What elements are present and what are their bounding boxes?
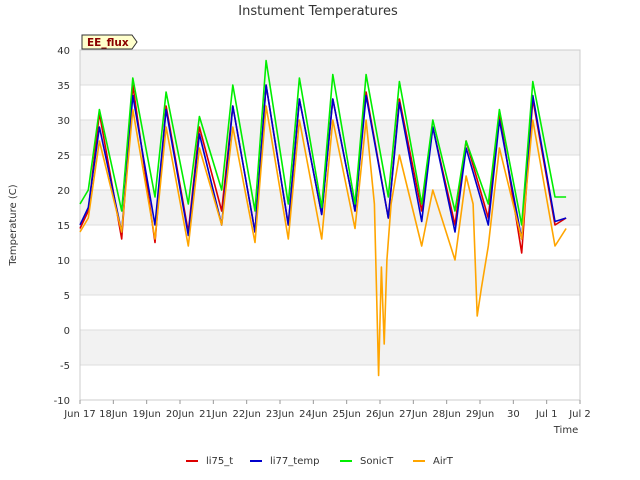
legend-label-li75-t: li75_t	[206, 456, 233, 467]
y-tick-label: 5	[64, 291, 70, 302]
legend-label-sonict: SonicT	[360, 456, 394, 467]
series-line-sonict	[79, 59, 567, 226]
x-tick-label: 18Jun	[99, 409, 127, 420]
x-axis-label: Time	[553, 425, 578, 436]
y-tick-label: 25	[57, 151, 70, 162]
y-tick-label: 30	[57, 116, 70, 127]
y-axis-label: Temperature (C)	[8, 184, 19, 266]
series-lines	[79, 59, 567, 377]
background-bands	[80, 50, 580, 365]
x-tick-label: 20Jun	[166, 409, 194, 420]
ee-flux-badge-label: EE_flux	[87, 37, 129, 49]
background-band	[80, 190, 580, 225]
legend-label-li77-temp: li77_temp	[270, 456, 319, 467]
x-tick-label: 28Jun	[432, 409, 460, 420]
x-tick-label: 29Jun	[466, 409, 494, 420]
background-band	[80, 50, 580, 85]
x-tick-label: 27Jun	[399, 409, 427, 420]
y-tick-label: 10	[57, 256, 70, 267]
x-tick-label: 23Jun	[266, 409, 294, 420]
x-tick-labels: Jun 17 18Jun 19Jun 20Jun 21Jun 22Jun 23Jun 24Ju…	[63, 400, 591, 420]
y-tick-label: -10	[54, 396, 70, 407]
x-tick-label: 24Jun	[299, 409, 327, 420]
y-tick-label: 35	[57, 81, 70, 92]
series-line-li77-temp	[79, 84, 567, 240]
legend: li75_t li77_temp SonicT AirT	[186, 456, 454, 467]
x-tick-label: Jul 2	[568, 409, 591, 420]
x-tick-label: 21Jun	[199, 409, 227, 420]
background-band	[80, 330, 580, 365]
y-tick-label: 40	[57, 46, 70, 57]
y-tick-label: 20	[57, 186, 70, 197]
legend-label-airt: AirT	[433, 456, 454, 467]
series-line-airt	[79, 105, 567, 377]
ee-flux-badge: EE_flux	[81, 34, 138, 50]
x-tick-label: 19Jun	[132, 409, 160, 420]
x-tick-label: Jul 1	[535, 409, 558, 420]
x-tick-label: 22Jun	[232, 409, 260, 420]
x-tick-label: 25Jun	[332, 409, 360, 420]
background-band	[80, 260, 580, 295]
y-tick-label: -5	[60, 361, 70, 372]
x-tick-label: Jun 17	[63, 409, 96, 420]
x-tick-label: 26Jun	[366, 409, 394, 420]
y-tick-label: 15	[57, 221, 70, 232]
x-tick-label: 30	[507, 409, 520, 420]
chart-title: Instument Temperatures	[238, 4, 398, 19]
y-tick-label: 0	[64, 326, 70, 337]
y-tick-labels: -10 -5 0 5 10 15 20 25 30 35 40	[54, 46, 70, 407]
